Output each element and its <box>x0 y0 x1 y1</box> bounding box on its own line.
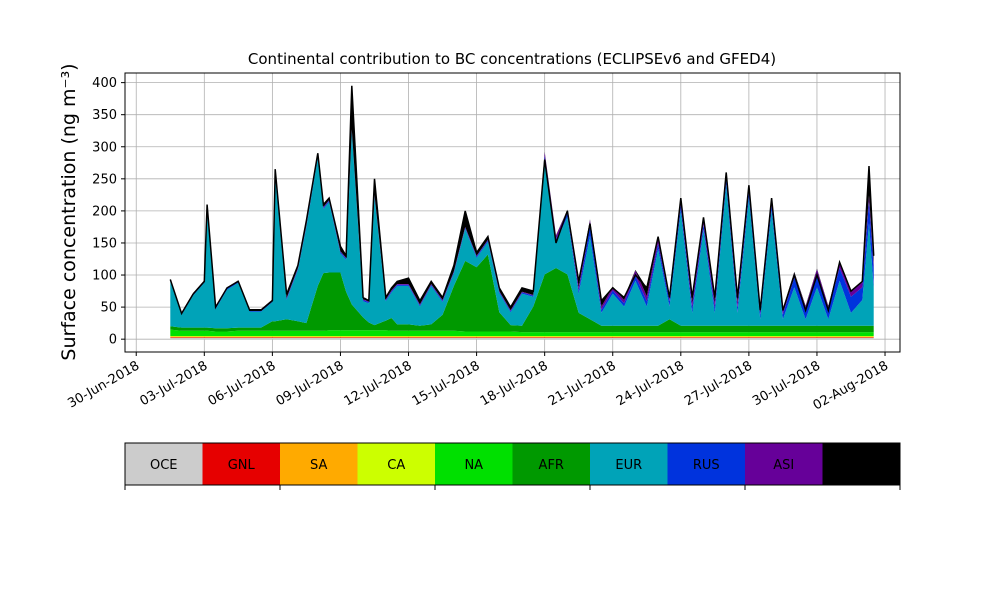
colorbar-label: AFR <box>539 458 564 473</box>
y-tick-label: 200 <box>92 204 117 219</box>
area-gnl <box>170 337 874 338</box>
colorbar-swatch-gnl <box>202 443 280 485</box>
y-tick-label: 400 <box>92 76 117 91</box>
x-tick-label: 12-Jul-2018 <box>342 358 415 409</box>
colorbar-label: OCE <box>150 458 178 473</box>
colorbar-swatch-oce <box>125 443 203 485</box>
area-afr <box>170 254 874 333</box>
colorbar-frame <box>124 442 901 486</box>
colorbar-label: EUR <box>615 458 642 473</box>
area-eur <box>170 131 874 329</box>
x-tick-label: 18-Jul-2018 <box>478 358 551 409</box>
colorbar-label: GNL <box>228 458 256 473</box>
colorbar: OCE GNL SA CA NA AFR EUR RUS ASI AUS <box>124 442 901 490</box>
y-axis-label: Surface concentration (ng m⁻³) <box>58 63 80 360</box>
area-oce <box>170 337 874 340</box>
colorbar-label: RUS <box>693 458 720 473</box>
colorbar-swatch-afr <box>512 443 590 485</box>
colorbar-swatch-aus <box>822 443 900 485</box>
colorbar-swatch-na <box>435 443 513 485</box>
area-sa <box>170 336 874 338</box>
colorbar-swatch-ca <box>357 443 435 485</box>
x-tick-label: 27-Jul-2018 <box>682 358 755 409</box>
x-tick-label: 15-Jul-2018 <box>410 358 483 409</box>
y-tick-label: 300 <box>92 140 117 155</box>
area-ca <box>170 336 874 337</box>
colorbar-label: NA <box>464 458 483 473</box>
x-tick-label: 09-Jul-2018 <box>274 358 347 409</box>
x-tick-label: 03-Jul-2018 <box>137 358 210 409</box>
x-tick-label: 02-Aug-2018 <box>811 358 891 413</box>
x-tick-label: 30-Jun-2018 <box>65 358 142 411</box>
area-na <box>170 329 874 336</box>
y-tick-label: 50 <box>100 301 117 316</box>
y-tick-label: 350 <box>92 108 117 123</box>
y-tick-label: 250 <box>92 172 117 187</box>
x-tick-label: 06-Jul-2018 <box>206 358 279 409</box>
colorbar-swatch-rus <box>667 443 745 485</box>
y-tick-label: 100 <box>92 269 117 284</box>
y-tick-label: 0 <box>109 333 117 348</box>
colorbar-label: SA <box>310 458 327 473</box>
chart-title: Continental contribution to BC concentra… <box>248 50 776 68</box>
colorbar-label: AUS <box>848 458 875 473</box>
colorbar-label: ASI <box>773 458 794 473</box>
plot-frame <box>124 72 901 353</box>
colorbar-swatch-sa <box>280 443 358 485</box>
total-line <box>169 85 875 316</box>
colorbar-swatch-eur <box>590 443 668 485</box>
x-tick-label: 24-Jul-2018 <box>614 358 687 409</box>
colorbar-swatch-asi <box>745 443 823 485</box>
colorbar-label: CA <box>387 458 405 473</box>
stacked-areas <box>169 85 875 340</box>
y-tick-label: 150 <box>92 236 117 251</box>
x-tick-label: 21-Jul-2018 <box>546 358 619 409</box>
